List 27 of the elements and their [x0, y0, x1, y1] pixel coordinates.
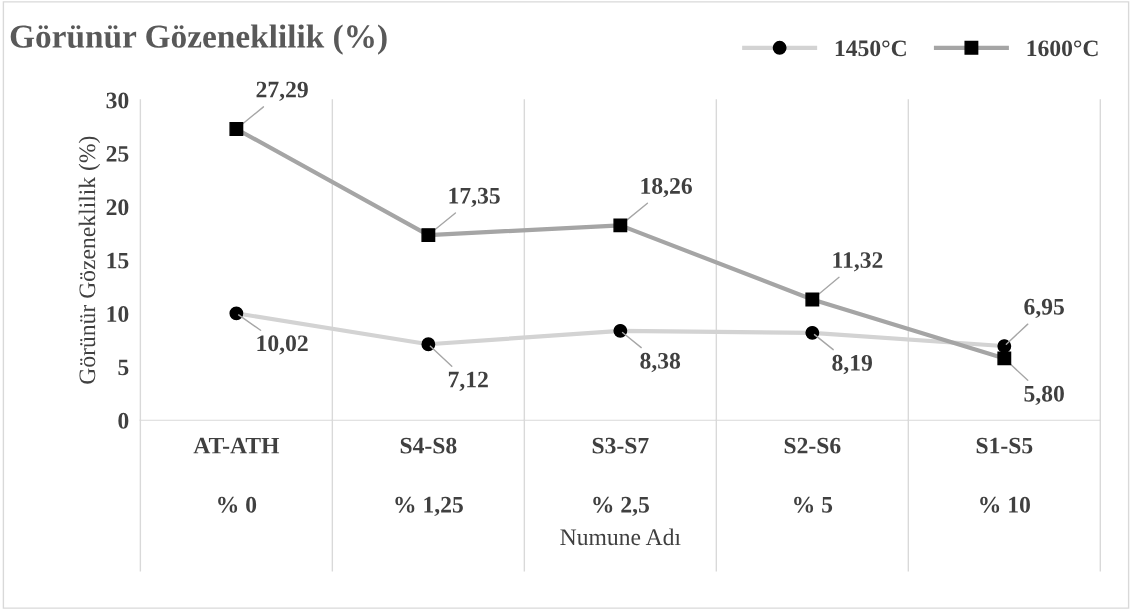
category-label: S2-S6 % 5 [784, 437, 841, 513]
category-label: S3-S7 % 2,5 [592, 437, 649, 517]
data-label: 5,80 [1024, 385, 1064, 406]
x-axis-title: Numune Adı [560, 528, 681, 546]
category-label: S4-S8 % 1,25 [395, 437, 463, 517]
legend-label: 1600°C [1027, 40, 1098, 57]
chart-title: Görünür Gözeneklilik (%) [10, 24, 387, 55]
data-label: 8,38 [640, 352, 681, 373]
y-tick-label: 15 [107, 252, 129, 269]
data-label: 7,12 [448, 371, 488, 391]
y-tick-label: 30 [106, 92, 129, 109]
y-tick-label: 5 [118, 359, 129, 376]
y-tick-label: 10 [107, 306, 129, 322]
category-label: S1-S5 % 10 [976, 437, 1033, 513]
data-label: 6,95 [1024, 298, 1064, 319]
data-label: 11,32 [833, 252, 883, 272]
data-label: 18,26 [641, 177, 692, 198]
y-tick-label: 20 [106, 199, 129, 216]
data-label: 8,19 [832, 354, 872, 375]
y-axis-title: Görünür Gözeneklilik (%) [78, 136, 101, 384]
data-label: 27,29 [256, 81, 308, 101]
data-label: 10,02 [257, 335, 308, 355]
data-label: 17,35 [449, 187, 500, 208]
legend-label: 1450°C [835, 40, 906, 57]
category-label: AT-ATH % 0 [193, 437, 280, 513]
y-tick-label: 0 [118, 412, 129, 429]
y-tick-label: 25 [106, 145, 129, 162]
